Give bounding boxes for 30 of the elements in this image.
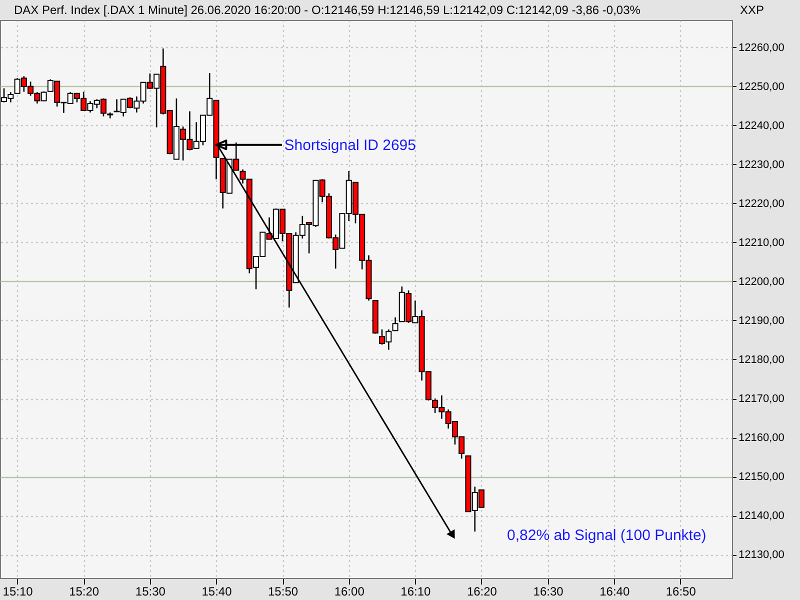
y-tick-label: 12190,00	[738, 314, 784, 327]
x-tick-label: 15:50	[268, 584, 298, 598]
x-tick-label: 15:40	[202, 584, 232, 598]
y-tick-label: 12210,00	[738, 236, 784, 249]
y-tick-label: 12130,00	[738, 549, 784, 562]
x-tick-label: 15:10	[2, 584, 34, 598]
annotation: Shortsignal ID 2695	[284, 136, 416, 154]
x-tick-label: 16:30	[533, 584, 564, 598]
text: XXP	[740, 3, 764, 17]
x-tick-label: 16:50	[666, 584, 696, 598]
y-tick-label: 12200,00	[738, 276, 784, 288]
x-tick-label: 16:20	[466, 584, 498, 598]
y-tick-label: 12230,00	[738, 158, 784, 171]
y-tick-label: 12160,00	[738, 432, 784, 444]
y-tick-label: 12240,00	[738, 120, 784, 132]
annotation: 0,82% ab Signal (100 Punkte)	[507, 527, 706, 544]
x-tick-label: 15:30	[135, 584, 166, 598]
x-tick-label: 16:00	[334, 584, 365, 598]
y-tick-label: 12180,00	[738, 354, 784, 366]
candlestick	[392, 316, 398, 332]
y-tick-label: 12250,00	[738, 80, 784, 93]
x-tick-label: 16:40	[600, 584, 630, 598]
y-tick-label: 12150,00	[738, 471, 784, 484]
x-tick-label: 16:10	[400, 584, 432, 598]
chart-title: DAX Perf. Index [.DAX 1 Minute] 26.06.2020 16:20:00 - O:12146,59 H:12146,59 L:12142,09 C:12142,09 -3,86 -0,03%	[14, 3, 641, 17]
y-tick-label: 12220,00	[738, 198, 784, 210]
y-tick-label: 12260,00	[738, 42, 784, 54]
y-tick-label: 12170,00	[738, 393, 784, 406]
x-tick-label: 15:20	[69, 584, 100, 598]
y-tick-label: 12140,00	[738, 510, 784, 522]
